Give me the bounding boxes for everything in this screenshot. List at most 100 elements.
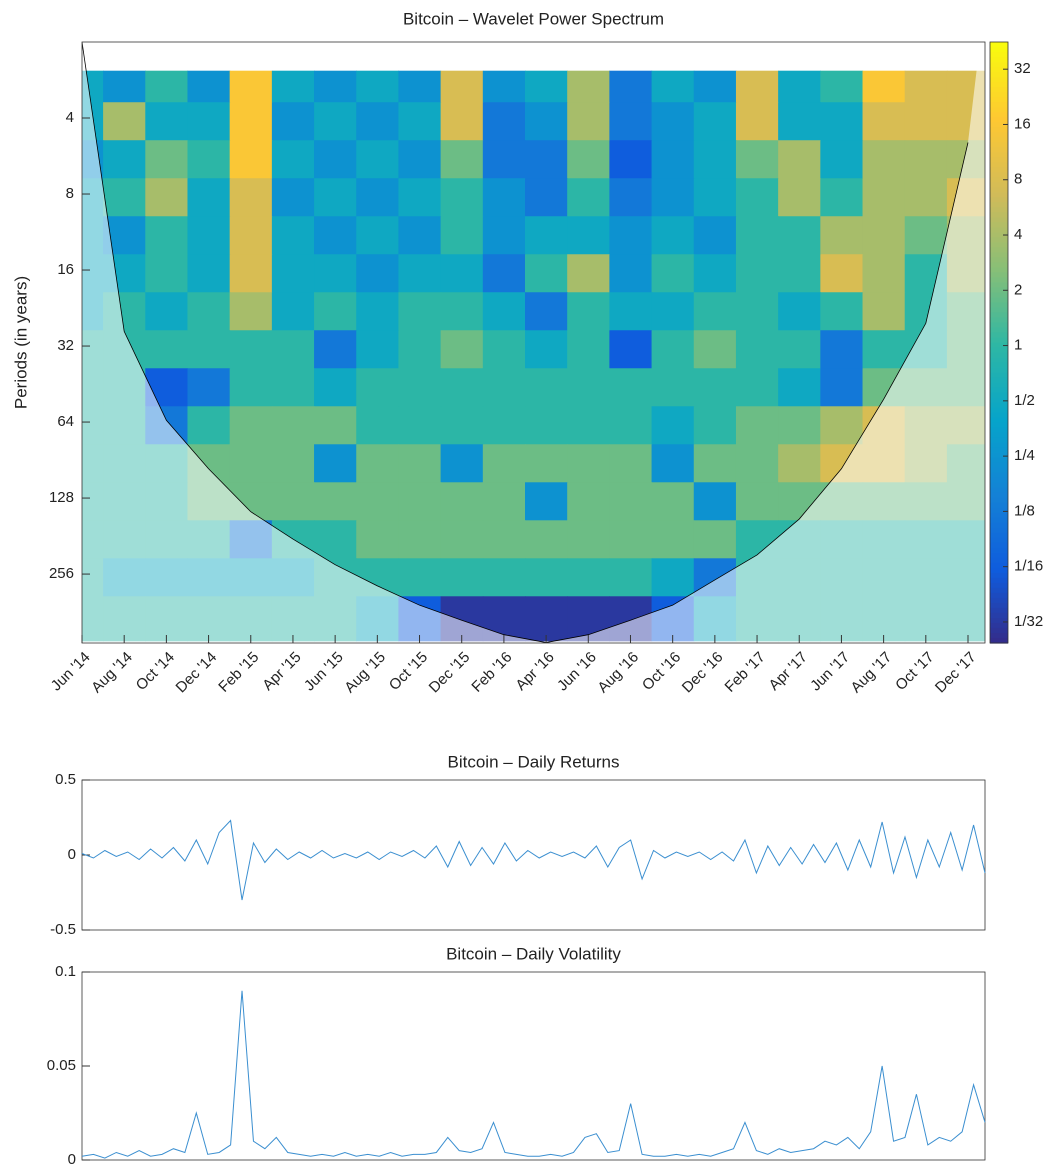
heat-cell [398,102,442,141]
colorbar-swatch [990,582,1008,589]
heat-cell [778,140,821,179]
heat-cell [693,368,737,407]
colorbar-swatch [990,407,1008,414]
heat-cell [735,254,779,293]
heat-cell [693,102,737,141]
chart-title: Bitcoin – Daily Returns [448,752,620,771]
heat-cell [314,216,357,255]
heat-cell [609,406,653,445]
colorbar-swatch [990,277,1008,283]
colorbar-swatch [990,332,1008,339]
heat-cell [651,368,695,407]
colorbar-tick-label: 1/32 [1014,613,1043,630]
heat-cell [651,292,695,331]
heat-cell [820,216,864,255]
colorbar-swatch [990,322,1008,329]
heat-cell [440,406,484,445]
x-tick-label: Jun '15 [301,649,347,695]
colorbar-swatch [990,232,1008,238]
heat-cell [862,254,906,293]
colorbar-swatch [990,127,1008,133]
heat-cell [187,178,231,217]
colorbar-swatch [990,242,1008,248]
colorbar-swatch [990,227,1008,233]
colorbar-swatch [990,417,1008,424]
heat-cell [145,102,189,141]
heat-cell [482,482,526,521]
chart-title: Bitcoin – Daily Volatility [446,944,621,963]
x-tick-label: Dec '17 [932,649,980,697]
heat-cell [440,102,484,141]
heat-cell [440,254,484,293]
colorbar-swatch [990,627,1008,634]
x-tick-label: Apr '16 [512,649,557,694]
coi-line [82,42,969,643]
heat-cell [398,140,442,179]
heat-cell [567,216,610,255]
heat-cell [398,254,442,293]
heat-cell [567,444,610,483]
heat-cell [482,254,526,293]
y-tick-label: -0.5 [50,921,76,938]
heat-cell [314,482,357,521]
heat-cell [735,102,779,141]
heat-cell [651,254,695,293]
colorbar-swatch [990,382,1008,389]
heat-cell [525,178,568,217]
heat-cell [271,102,315,141]
heat-cell [651,520,695,559]
colorbar-swatch [990,432,1008,439]
colorbar-tick-label: 32 [1014,60,1031,77]
colorbar-swatch [990,517,1008,524]
colorbar-swatch [990,137,1008,143]
colorbar-swatch [990,492,1008,499]
heat-cell [229,254,273,293]
heat-cell [693,216,737,255]
y-tick-label: 256 [49,565,74,582]
colorbar-swatch [990,362,1008,369]
heat-cell [229,70,273,103]
colorbar-swatch [990,557,1008,564]
heat-cell [229,406,273,445]
heat-cell [314,102,357,141]
heat-cell [609,140,653,179]
y-tick-label: 64 [57,413,74,430]
heat-cell [525,292,568,331]
colorbar-swatch [990,82,1008,88]
colorbar-swatch [990,502,1008,509]
heat-cell [314,368,357,407]
colorbar-swatch [990,567,1008,574]
heat-cell [820,70,864,103]
heat-cell [398,70,442,103]
heat-cell [735,216,779,255]
heat-cell [187,406,231,445]
colorbar-swatch [990,467,1008,474]
heat-cell [398,406,442,445]
colorbar-swatch [990,572,1008,579]
heat-cell [229,444,273,483]
heat-cell [229,216,273,255]
y-tick-label: 128 [49,489,74,506]
colorbar-swatch [990,617,1008,624]
heat-cell [356,140,400,179]
heat-cell [440,140,484,179]
colorbar-swatch [990,327,1008,334]
heat-cell [440,330,484,369]
heat-cell [482,330,526,369]
heat-cell [440,216,484,255]
colorbar-swatch [990,67,1008,73]
data-line [81,819,986,901]
colorbar-swatch [990,427,1008,434]
plot-frame [81,41,986,644]
colorbar-swatch [990,147,1008,153]
heat-cell [609,70,653,103]
heat-cell [482,406,526,445]
heat-cell [735,178,779,217]
heat-cell [187,102,231,141]
colorbar-swatch [990,182,1008,188]
heat-cell [862,330,906,369]
colorbar-swatch [990,527,1008,534]
heat-cell [820,406,864,445]
heat-cell [103,70,146,103]
heat-cell [271,406,315,445]
